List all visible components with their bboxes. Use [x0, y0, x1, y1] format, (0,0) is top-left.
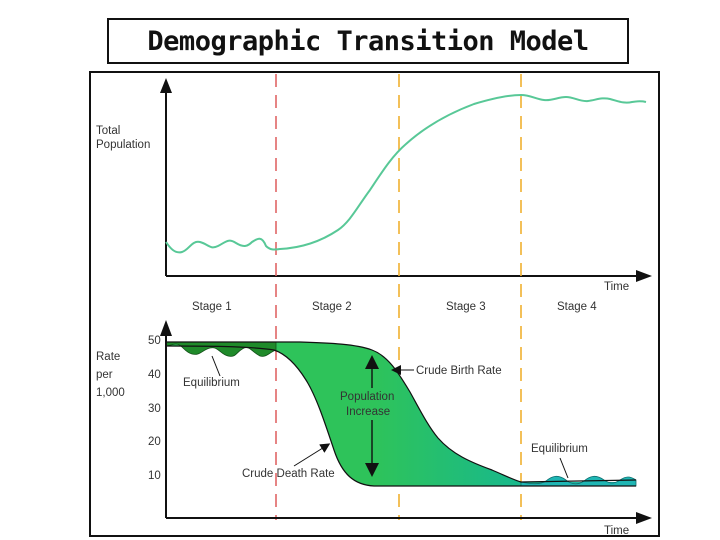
stage-label-2: Stage 2: [312, 301, 352, 313]
death-rate-label: Crude Death Rate: [242, 468, 335, 480]
title-box: Demographic Transition Model: [107, 18, 629, 64]
top-y-label-2: Population: [96, 139, 150, 151]
top-x-label: Time: [604, 281, 629, 293]
equilibrium-right-pointer: [559, 457, 569, 479]
page-title: Demographic Transition Model: [147, 25, 589, 57]
bottom-x-arrow-icon: [636, 512, 652, 524]
y-tick-50: 50: [148, 335, 161, 347]
population-increase-label-2: Increase: [346, 406, 390, 418]
top-y-label-1: Total: [96, 125, 120, 137]
crude-death-rate-line: [165, 345, 636, 487]
y-tick-40: 40: [148, 369, 161, 381]
stage-label-1: Stage 1: [192, 301, 232, 313]
equilibrium-left-label: Equilibrium: [183, 377, 240, 389]
population-increase-area: [166, 342, 630, 486]
equilibrium-right-label: Equilibrium: [531, 443, 588, 455]
bottom-y-arrow-icon: [160, 320, 172, 336]
death-rate-pointer: [293, 443, 331, 467]
top-y-arrow-icon: [160, 78, 172, 93]
y-tick-10: 10: [148, 470, 161, 482]
crude-birth-rate-line: [166, 341, 637, 483]
bottom-x-label: Time: [604, 525, 629, 537]
stage-label-3: Stage 3: [446, 301, 486, 313]
stage-label-4: Stage 4: [557, 301, 597, 313]
top-x-arrow-icon: [636, 270, 652, 282]
birth-rate-label: Crude Birth Rate: [416, 365, 502, 377]
equilibrium-band-left: [165, 341, 277, 357]
bottom-y-label-2: per: [96, 369, 113, 381]
bottom-y-label-1: Rate: [96, 351, 120, 363]
y-tick-20: 20: [148, 436, 161, 448]
population-increase-label-1: Population: [340, 391, 394, 403]
bottom-y-label-3: 1,000: [96, 387, 125, 399]
equilibrium-left-pointer: [211, 355, 221, 377]
population-line: [165, 93, 647, 254]
y-tick-30: 30: [148, 403, 161, 415]
